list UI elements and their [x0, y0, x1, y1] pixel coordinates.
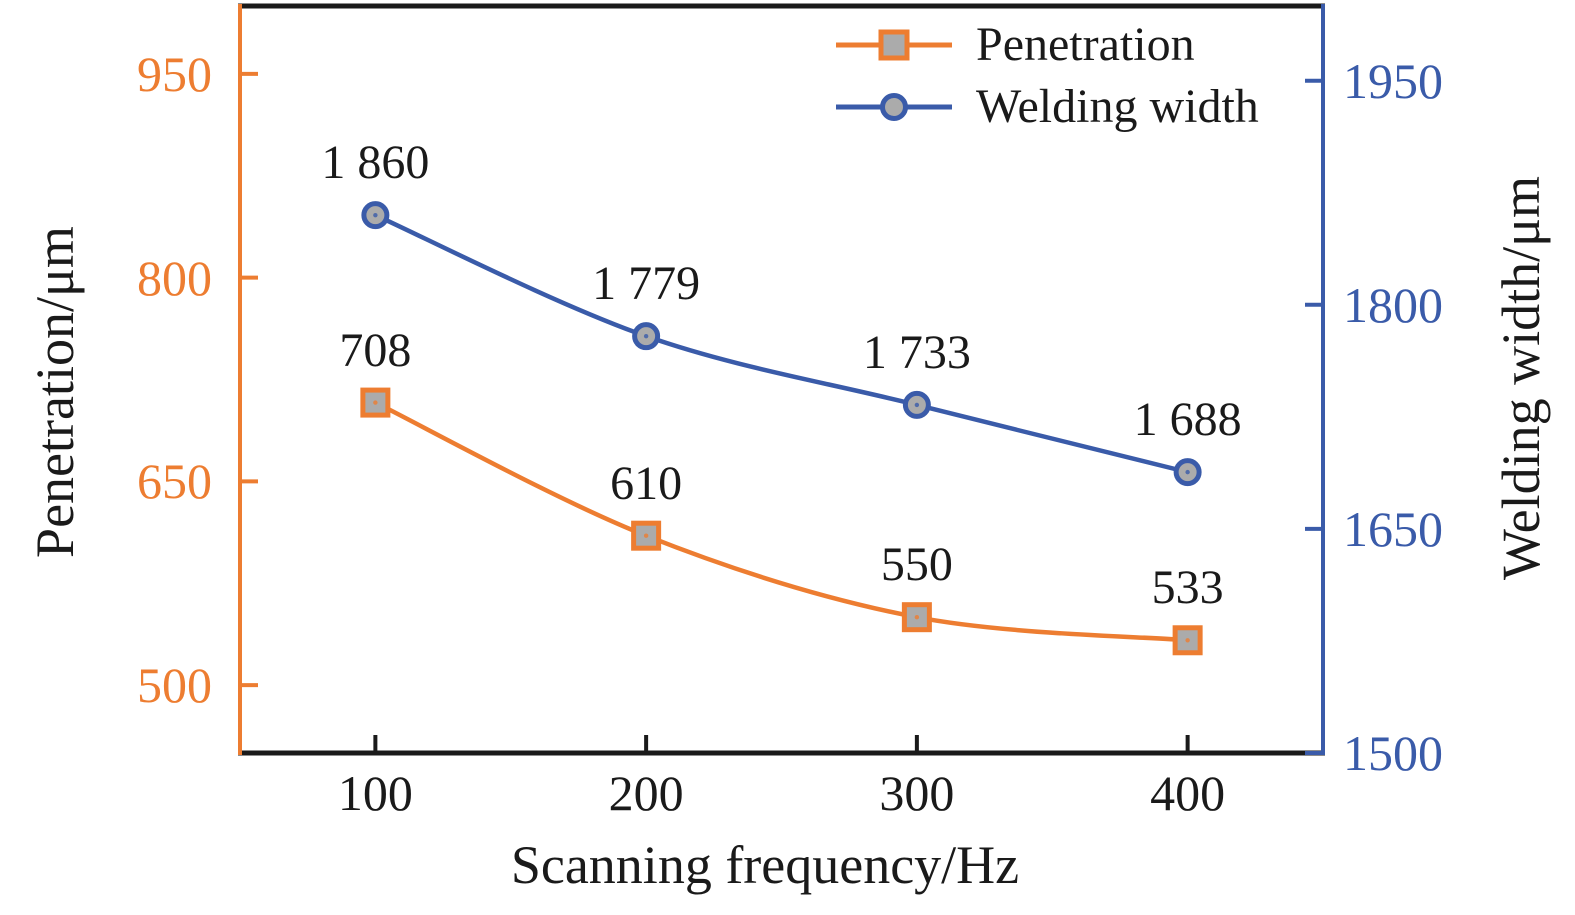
right-axis-title: Welding width/μm: [1491, 175, 1551, 581]
left-tick-label: 800: [137, 249, 212, 306]
legend-item-welding-width: Welding width: [836, 76, 1259, 138]
welding-width-marker-center-dot: [914, 402, 920, 408]
welding-width-line: [374, 213, 1189, 475]
x-tick-label: 400: [1150, 765, 1226, 821]
penetration-marker-center-dot: [1185, 638, 1190, 643]
penetration-line: [374, 400, 1188, 643]
right-tick-label: 1800: [1343, 276, 1443, 333]
welding-width-marker-center-dot: [1185, 469, 1190, 475]
x-tick-label: 300: [879, 765, 955, 821]
legend: Penetration Welding width: [836, 14, 1259, 138]
x-tick-label: 100: [337, 765, 413, 821]
penetration-marker-center-dot: [373, 400, 378, 405]
penetration-line-marker-icon: [836, 28, 952, 62]
penetration-square-marker-icon: [878, 29, 910, 61]
penetration-point-label: 550: [880, 538, 953, 592]
x-tick-label: 200: [608, 765, 684, 821]
legend-label-penetration: Penetration: [976, 18, 1195, 71]
penetration-point-label: 533: [1151, 561, 1224, 615]
legend-label-welding-width: Welding width: [976, 80, 1259, 133]
right-tick-label: 1950: [1343, 52, 1443, 109]
left-tick-label: 950: [137, 45, 212, 102]
welding-width-point-label: 1 733: [862, 325, 971, 379]
welding-width-line-marker-icon: [836, 90, 952, 124]
welding-width-circle-marker-icon: [880, 93, 908, 121]
penetration-point-label: 708: [339, 323, 412, 377]
left-tick-label: 650: [137, 453, 212, 510]
right-tick-label: 1650: [1343, 500, 1443, 557]
welding-width-point-label: 1 779: [592, 257, 701, 311]
x-axis-title: Scanning frequency/Hz: [510, 835, 1020, 895]
penetration-marker-center-dot: [914, 614, 920, 620]
left-axis-title: Penetration/μm: [25, 226, 85, 558]
welding-width-marker-center-dot: [373, 212, 378, 218]
right-tick-label: 1500: [1343, 725, 1443, 781]
legend-item-penetration: Penetration: [836, 14, 1259, 76]
welding-width-marker-center-dot: [643, 333, 649, 339]
left-tick-label: 500: [137, 657, 212, 714]
penetration-point-label: 610: [610, 456, 683, 510]
welding-width-point-label: 1 860: [321, 136, 430, 190]
welding-width-point-label: 1 688: [1133, 393, 1242, 447]
penetration-marker-center-dot: [643, 533, 649, 538]
